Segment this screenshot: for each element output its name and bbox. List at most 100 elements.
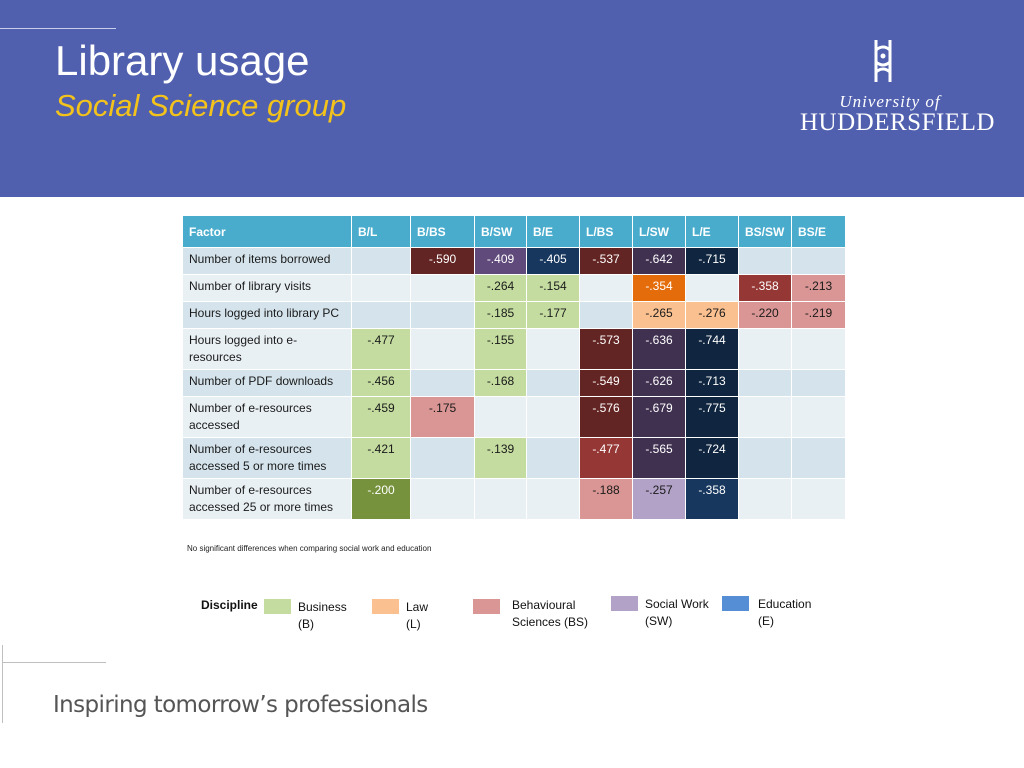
table-cell: [738, 369, 792, 397]
factor-label: Hours logged into e-resources: [182, 328, 352, 370]
table-cell: -.477: [351, 328, 411, 370]
factor-label: Number of e-resources accessed 25 or mor…: [182, 478, 352, 520]
legend-label-behavioural: Behavioural Sciences (BS): [512, 598, 589, 629]
table-cell: -.405: [526, 247, 580, 275]
table-cell: [410, 437, 475, 479]
table-cell: [579, 274, 633, 302]
table-cell: -.358: [685, 478, 739, 520]
table-cell: [351, 247, 411, 275]
table-cell: -.358: [738, 274, 792, 302]
factor-label: Number of e-resources accessed 5 or more…: [182, 437, 352, 479]
column-header: B/E: [526, 215, 580, 248]
factor-label: Number of e-resources accessed: [182, 396, 352, 438]
factor-label: Number of PDF downloads: [182, 369, 352, 397]
table-cell: -.565: [632, 437, 686, 479]
table-row: Number of items borrowed -.590 -.409 -.4…: [182, 247, 846, 275]
table-cell: [410, 328, 475, 370]
table-cell: [791, 247, 846, 275]
table-cell: [738, 328, 792, 370]
table-row: Hours logged into e-resources -.477 -.15…: [182, 328, 846, 370]
table-cell: [738, 437, 792, 479]
table-row: Number of PDF downloads -.456 -.168 -.54…: [182, 369, 846, 397]
table-cell: -.155: [474, 328, 527, 370]
legend-title: Discipline: [201, 598, 258, 612]
table-header-row: Factor B/L B/BS B/SW B/E L/BS L/SW L/E B…: [182, 215, 846, 248]
column-header: BS/SW: [738, 215, 792, 248]
table-cell: -.276: [685, 301, 739, 329]
column-header: B/L: [351, 215, 411, 248]
table-cell: -.724: [685, 437, 739, 479]
table-cell: -.715: [685, 247, 739, 275]
table-cell: [526, 437, 580, 479]
table-cell: [351, 301, 411, 329]
table-cell: [791, 478, 846, 520]
table-cell: [526, 396, 580, 438]
table-cell: -.154: [526, 274, 580, 302]
slide-title: Library usage: [55, 37, 310, 84]
factor-label: Number of library visits: [182, 274, 352, 302]
footnote: No significant differences when comparin…: [187, 544, 432, 553]
crest-icon: [874, 40, 892, 82]
column-header: L/E: [685, 215, 739, 248]
table-cell: -.636: [632, 328, 686, 370]
table-cell: -.213: [791, 274, 846, 302]
column-header: BS/E: [791, 215, 846, 248]
table-cell: -.590: [410, 247, 475, 275]
table-row: Number of e-resources accessed 25 or mor…: [182, 478, 846, 520]
column-header: Factor: [182, 215, 352, 248]
legend-swatch-business: [264, 599, 291, 614]
table-cell: -.642: [632, 247, 686, 275]
table-cell: [474, 478, 527, 520]
legend-label-social-work: Social Work (SW): [645, 597, 709, 628]
table-cell: [738, 478, 792, 520]
slide-subtitle: Social Science group: [55, 88, 347, 123]
table-cell: -.576: [579, 396, 633, 438]
table-cell: [791, 437, 846, 479]
table-cell: [526, 328, 580, 370]
table-cell: -.175: [410, 396, 475, 438]
table-cell: -.188: [579, 478, 633, 520]
header-rule: [0, 28, 116, 29]
factor-comparison-table: Factor B/L B/BS B/SW B/E L/BS L/SW L/E B…: [182, 215, 846, 520]
table-cell: [791, 369, 846, 397]
factor-label: Number of items borrowed: [182, 247, 352, 275]
table-cell: [526, 369, 580, 397]
table-cell: -.257: [632, 478, 686, 520]
table-cell: -.477: [579, 437, 633, 479]
table-cell: -.264: [474, 274, 527, 302]
table-cell: -.713: [685, 369, 739, 397]
column-header: L/BS: [579, 215, 633, 248]
table-cell: -.421: [351, 437, 411, 479]
legend-swatch-law: [372, 599, 399, 614]
table-cell: -.139: [474, 437, 527, 479]
table-cell: [738, 247, 792, 275]
legend-label-business: Business (B): [298, 600, 347, 631]
logo-text-huddersfield: HUDDERSFIELD: [800, 109, 995, 136]
table-row: Number of e-resources accessed 5 or more…: [182, 437, 846, 479]
table-cell: [579, 301, 633, 329]
table-cell: -.177: [526, 301, 580, 329]
table-cell: -.573: [579, 328, 633, 370]
legend-label-law: Law (L): [406, 600, 429, 631]
factor-label: Hours logged into library PC: [182, 301, 352, 329]
table-cell: -.549: [579, 369, 633, 397]
table-cell: -.265: [632, 301, 686, 329]
table-cell: [410, 274, 475, 302]
column-header: L/SW: [632, 215, 686, 248]
table-cell: -.459: [351, 396, 411, 438]
slide-header: Library usage Social Science group Unive…: [0, 0, 1024, 197]
table-cell: -.200: [351, 478, 411, 520]
footer-rule-vertical: [2, 645, 3, 723]
table-cell: [791, 328, 846, 370]
table-cell: -.626: [632, 369, 686, 397]
table-cell: [410, 369, 475, 397]
legend-label-education: Education (E): [758, 597, 812, 628]
table-cell: -.537: [579, 247, 633, 275]
legend-swatch-education: [722, 596, 749, 611]
table-cell: [410, 478, 475, 520]
table-row: Number of library visits -.264 -.154 -.3…: [182, 274, 846, 302]
table-cell: -.168: [474, 369, 527, 397]
table-cell: -.185: [474, 301, 527, 329]
university-logo: University of HUDDERSFIELD: [800, 38, 995, 138]
table-row: Hours logged into library PC -.185 -.177…: [182, 301, 846, 329]
